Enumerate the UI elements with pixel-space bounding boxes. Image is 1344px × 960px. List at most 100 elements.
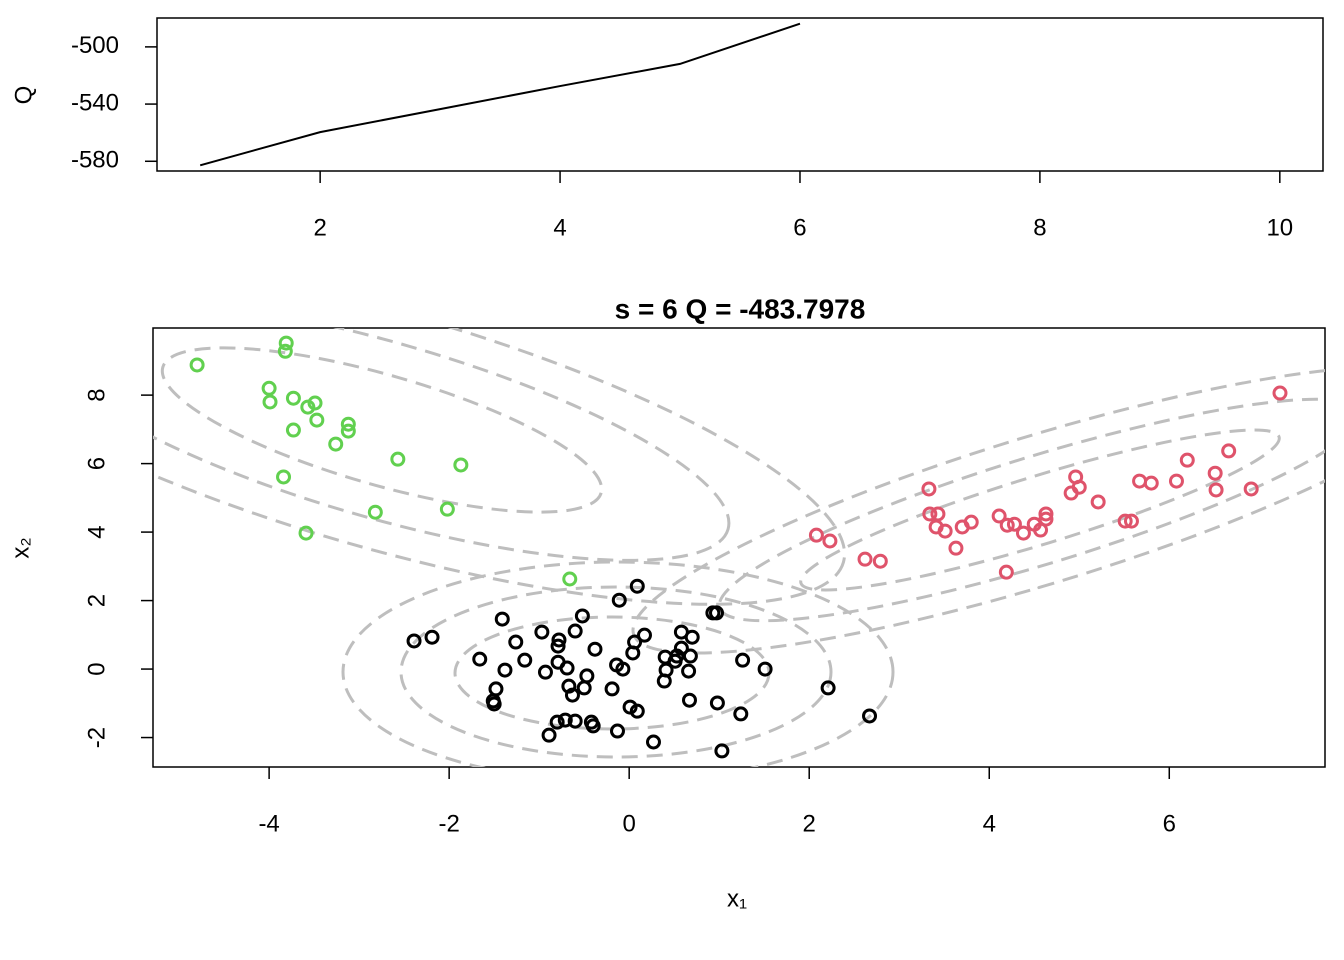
point: [948, 540, 964, 556]
point: [517, 652, 533, 668]
contour: [717, 397, 1325, 623]
point: [587, 641, 603, 657]
point: [486, 696, 502, 712]
contours: [153, 328, 1325, 767]
point: [1207, 465, 1223, 481]
point: [930, 506, 946, 522]
point: [714, 743, 730, 759]
x-tick-label: 10: [1266, 214, 1293, 241]
point: [497, 662, 513, 678]
point: [508, 634, 524, 650]
contour: [631, 365, 1325, 655]
y-tick-label: 4: [83, 525, 110, 538]
point: [921, 481, 937, 497]
contour: [160, 346, 604, 514]
point: [328, 436, 344, 452]
point: [1132, 473, 1148, 489]
y-tick-label: -580: [71, 147, 119, 174]
contour: [153, 328, 731, 562]
plot-box: [152, 327, 1326, 768]
y-tick-label: -540: [71, 89, 119, 116]
point: [735, 652, 751, 668]
contour: [399, 585, 833, 759]
point: [681, 663, 697, 679]
point: [550, 638, 566, 654]
point: [1208, 482, 1224, 498]
y-tick-label: 0: [83, 662, 110, 675]
point: [963, 514, 979, 530]
point: [604, 681, 620, 697]
x-tick-label: 8: [1033, 214, 1046, 241]
point: [472, 651, 488, 667]
point: [564, 687, 580, 703]
point: [390, 451, 406, 467]
point: [424, 629, 440, 645]
point: [1038, 511, 1054, 527]
point: [872, 553, 888, 569]
point: [684, 629, 700, 645]
point: [615, 661, 631, 677]
point: [656, 673, 672, 689]
point: [667, 653, 683, 669]
point: [682, 648, 698, 664]
point: [551, 632, 567, 648]
point: [488, 681, 504, 697]
point: [1006, 516, 1022, 532]
x-tick-label: 6: [1163, 810, 1176, 837]
y-tick-label: 8: [83, 388, 110, 401]
x-axis-label: x₁: [727, 885, 747, 912]
plot-box: [156, 17, 1324, 172]
y-tick-label: -500: [71, 32, 119, 59]
point: [862, 708, 878, 724]
point: [1117, 513, 1133, 529]
point: [340, 416, 356, 432]
x-tick-label: 2: [313, 214, 326, 241]
point: [922, 506, 938, 522]
point: [857, 551, 873, 567]
point: [585, 718, 601, 734]
point: [276, 469, 292, 485]
point: [559, 660, 575, 676]
point: [1272, 385, 1288, 401]
point: [567, 623, 583, 639]
point: [549, 714, 565, 730]
point: [991, 508, 1007, 524]
point: [579, 668, 595, 684]
point: [681, 692, 697, 708]
point: [937, 523, 953, 539]
contour: [153, 328, 847, 606]
point: [340, 423, 356, 439]
contour: [453, 615, 771, 731]
x-tick-label: 2: [803, 810, 816, 837]
point: [541, 727, 557, 743]
point: [562, 571, 578, 587]
point: [576, 680, 592, 696]
point: [309, 412, 325, 428]
point: [278, 335, 294, 351]
x-tick-label: -2: [438, 810, 459, 837]
point: [574, 608, 590, 624]
y-axis-label: Q: [10, 86, 37, 105]
point: [1243, 481, 1259, 497]
point: [1143, 475, 1159, 491]
point: [636, 627, 652, 643]
point: [1123, 513, 1139, 529]
point: [999, 517, 1015, 533]
point: [611, 592, 627, 608]
point: [307, 395, 323, 411]
point: [1090, 494, 1106, 510]
point: [494, 611, 510, 627]
point: [709, 695, 725, 711]
point: [1221, 443, 1237, 459]
point: [367, 504, 383, 520]
y-tick-label: 6: [83, 457, 110, 470]
point: [1179, 452, 1195, 468]
x-tick-label: 4: [983, 810, 996, 837]
contour: [799, 428, 1281, 592]
x-tick-label: 6: [793, 214, 806, 241]
point: [285, 390, 301, 406]
point: [1168, 473, 1184, 489]
point: [261, 380, 277, 396]
point: [645, 734, 661, 750]
